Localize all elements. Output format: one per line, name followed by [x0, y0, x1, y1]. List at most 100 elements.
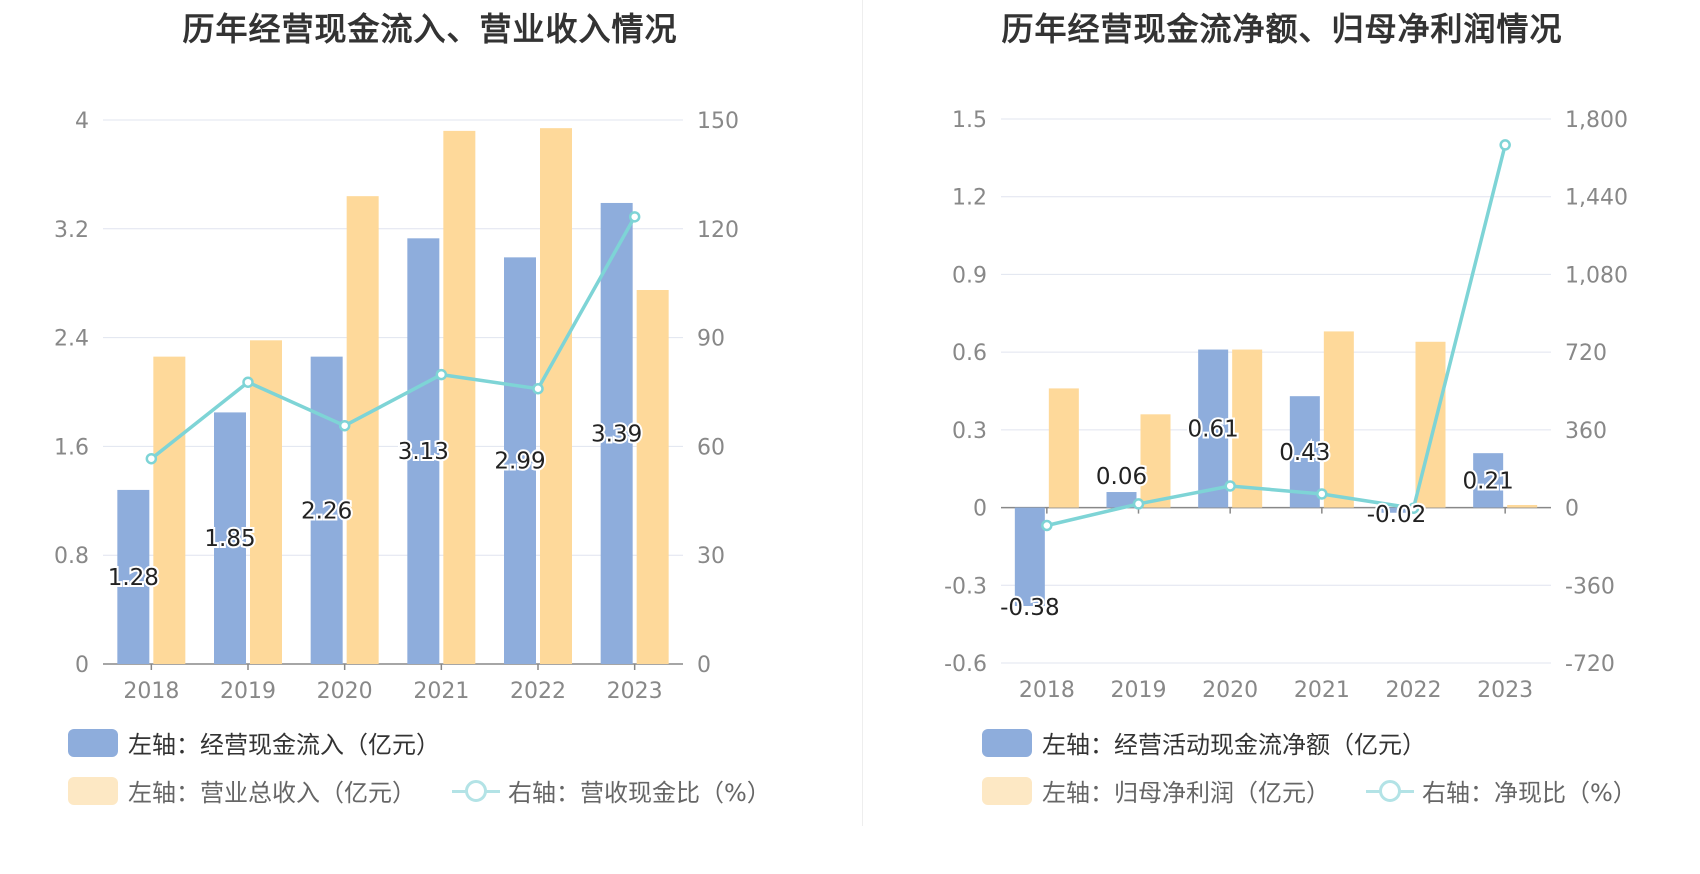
- x-tick-label: 2021: [1294, 678, 1350, 700]
- ratio-point: [242, 376, 254, 388]
- ratio-point: [435, 368, 448, 381]
- legend-line-icon: [1366, 777, 1414, 805]
- y-left-tick-label: 1.5: [952, 108, 987, 133]
- bar-data-label: -0.02: [1367, 502, 1427, 528]
- ratio-point: [1407, 502, 1420, 514]
- ratio-line: [150, 215, 637, 461]
- bar-primary: [1014, 507, 1045, 607]
- x-tick-label: 2021: [413, 679, 469, 700]
- x-tick-label: 2018: [1019, 678, 1075, 700]
- ratio-point: [532, 382, 544, 395]
- x-tick-label: 2019: [220, 679, 276, 700]
- legend-item-net-cash-flow[interactable]: 左轴：经营活动现金流净额（亿元）: [982, 725, 1426, 760]
- bar-data-label: 1.85: [204, 526, 255, 552]
- chart-title: 历年经营现金流净额、归母净利润情况: [1001, 10, 1563, 48]
- y-right-tick-label: 0: [1565, 497, 1579, 522]
- bar-secondary: [346, 196, 379, 664]
- y-right-tick-label: 30: [697, 544, 725, 569]
- x-tick-label: 2022: [510, 679, 566, 700]
- ratio-point: [1499, 139, 1511, 151]
- y-left-tick-label: -0.3: [944, 574, 987, 599]
- y-left-tick-label: 0.6: [952, 341, 987, 366]
- y-left-tick-label: 4: [75, 109, 89, 134]
- legend-swatch-icon: [68, 776, 118, 805]
- ratio-point: [1224, 480, 1236, 492]
- y-right-tick-label: 1,800: [1565, 108, 1628, 133]
- bar-primary: [1198, 349, 1229, 508]
- bar-data-label: 0.21: [1463, 468, 1514, 494]
- ratio-point: [1316, 488, 1328, 500]
- y-right-tick-label: 0: [697, 653, 711, 678]
- ratio-point: [338, 419, 351, 432]
- y-right-tick-label: -360: [1565, 574, 1615, 599]
- ratio-point: [145, 452, 158, 465]
- legend-row-2: 左轴：营业总收入（亿元） 右轴：营收现金比（%）: [68, 773, 771, 808]
- x-tick-label: 2019: [1111, 678, 1167, 700]
- y-right-tick-label: 720: [1565, 341, 1607, 366]
- bar-data-label: 0.61: [1188, 417, 1239, 443]
- x-tick-label: 2018: [123, 679, 179, 700]
- bar-secondary: [153, 356, 186, 664]
- legend-swatch-icon: [68, 728, 118, 757]
- chart-plot: 0 0 0.8 30 1.6 60 2.4 90 3.2 120 4 150 2018 2019 2020 2…: [54, 109, 739, 700]
- chart-panel-right: 历年经营现金流净额、归母净利润情况 -0.6 -720 -0.3 -360 0 0 0.3 3…: [864, 0, 1700, 874]
- y-left-tick-label: 2.4: [54, 327, 89, 352]
- y-left-tick-label: 1.2: [952, 186, 987, 211]
- bar-data-label: 3.13: [398, 439, 449, 465]
- legend-item-cash-inflow[interactable]: 左轴：经营现金流入（亿元）: [68, 725, 440, 760]
- legend-item-net-cash-ratio[interactable]: 右轴：净现比（%）: [1422, 779, 1637, 807]
- bar-secondary: [1140, 414, 1171, 508]
- y-right-tick-label: 120: [697, 218, 739, 243]
- y-right-tick-label: 90: [697, 327, 725, 352]
- bar-secondary: [636, 290, 669, 664]
- legend-item-ratio[interactable]: 右轴：营收现金比（%）: [508, 779, 771, 807]
- bar-data-label: 2.26: [301, 498, 352, 524]
- chart-panel-left: 历年经营现金流入、营业收入情况 0 0 0.8 30 1.6 60 2.4 90 3.2 120 4…: [54, 10, 771, 808]
- legend-item-net-profit[interactable]: 左轴：归母净利润（亿元）: [1042, 779, 1330, 807]
- bar-primary: [504, 257, 536, 664]
- y-left-tick-label: 1.6: [54, 435, 89, 460]
- bar-data-label: 0.06: [1096, 464, 1147, 490]
- bar-primary: [1289, 396, 1320, 508]
- legend-item-revenue[interactable]: 左轴：营业总收入（亿元）: [128, 779, 416, 807]
- panel-divider: [862, 0, 863, 826]
- y-right-tick-label: 360: [1565, 419, 1607, 444]
- bar-primary: [1473, 453, 1504, 508]
- bar-secondary: [1323, 331, 1354, 508]
- y-right-tick-label: -720: [1565, 652, 1615, 677]
- bar-data-label: 2.99: [494, 449, 545, 475]
- x-tick-label: 2023: [1477, 678, 1533, 700]
- ratio-line: [1046, 144, 1507, 528]
- bar-primary: [1106, 492, 1137, 508]
- bar-secondary: [1232, 349, 1263, 508]
- chart-plot: -0.6 -720 -0.3 -360 0 0 0.3 360 0.6 720 0.9 1,080 1.…: [944, 108, 1628, 700]
- y-left-tick-label: 0: [75, 653, 89, 678]
- legend-row-2: 左轴：归母净利润（亿元） 右轴：净现比（%）: [982, 773, 1637, 808]
- bar-primary: [310, 356, 343, 664]
- legend-swatch-icon: [982, 728, 1032, 757]
- x-tick-label: 2020: [1202, 678, 1258, 700]
- y-left-tick-label: 0.8: [54, 544, 89, 569]
- y-right-tick-label: 60: [697, 435, 725, 460]
- chart-title: 历年经营现金流入、营业收入情况: [182, 10, 678, 48]
- y-right-tick-label: 1,080: [1565, 263, 1628, 288]
- y-left-tick-label: 0: [973, 497, 987, 522]
- legend-swatch-icon: [982, 776, 1032, 805]
- bar-primary: [117, 489, 150, 664]
- ratio-point: [628, 211, 641, 223]
- bar-secondary: [540, 128, 572, 664]
- ratio-point: [1041, 519, 1053, 532]
- bar-secondary: [1507, 504, 1538, 508]
- bar-data-label: 1.28: [108, 565, 159, 591]
- x-tick-label: 2022: [1386, 678, 1442, 700]
- y-right-tick-label: 150: [697, 109, 739, 134]
- y-left-tick-label: 0.3: [952, 419, 987, 444]
- bar-primary: [407, 238, 440, 664]
- y-left-tick-label: 0.9: [952, 263, 987, 288]
- legend-line-icon: [452, 777, 500, 805]
- legend-label: 左轴：经营现金流入（亿元）: [128, 731, 440, 759]
- bar-data-label: -0.38: [1000, 595, 1060, 621]
- ratio-point: [1132, 498, 1145, 510]
- y-left-tick-label: -0.6: [944, 652, 987, 677]
- y-right-tick-label: 1,440: [1565, 186, 1628, 211]
